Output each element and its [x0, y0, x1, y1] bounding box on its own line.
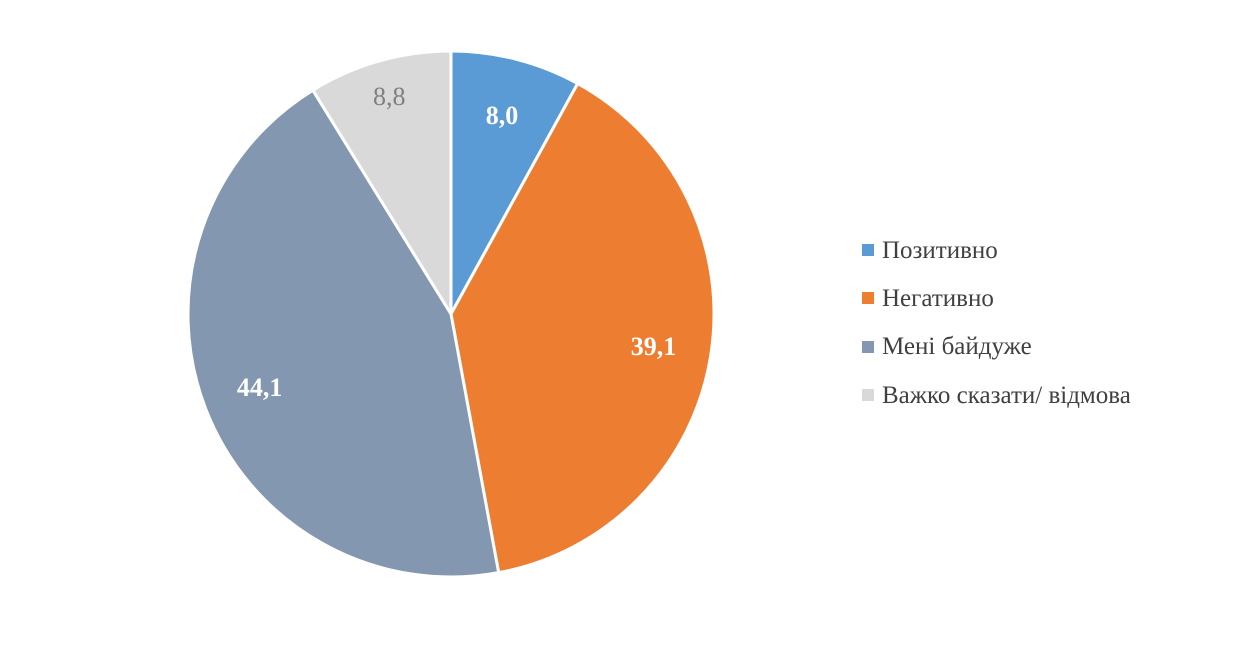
pie-slice-1	[449, 49, 580, 316]
legend-item-2: Негативно	[862, 274, 1242, 322]
data-label-3: 44,1	[237, 373, 283, 402]
legend-swatch-4	[862, 389, 874, 402]
data-label-4: 8,8	[373, 82, 406, 111]
legend-swatch-3	[862, 340, 874, 353]
chart-legend: Позитивно Негативно Мені байдуже Важко сказ…	[862, 226, 1242, 419]
data-label-2: 39,1	[631, 332, 677, 361]
legend-label-3: Мені байдуже	[882, 333, 1032, 361]
legend-label-1: Позитивно	[882, 236, 998, 264]
pie-slice-2	[449, 82, 716, 575]
pie-slice-4	[311, 49, 453, 316]
data-label-1: 8,0	[486, 101, 519, 130]
legend-swatch-2	[862, 292, 874, 305]
legend-item-1: Позитивно	[862, 226, 1242, 274]
legend-item-4: Важко сказати/ відмова	[862, 371, 1242, 419]
pie-slice-3	[186, 88, 501, 579]
legend-swatch-1	[862, 244, 874, 257]
pie-slices	[186, 49, 716, 579]
legend-label-4: Важко сказати/ відмова	[882, 381, 1131, 409]
legend-item-3: Мені байдуже	[862, 323, 1242, 371]
legend-label-2: Негативно	[882, 284, 994, 312]
pie-data-labels: 8,0 39,1 44,1 8,8	[237, 82, 676, 402]
